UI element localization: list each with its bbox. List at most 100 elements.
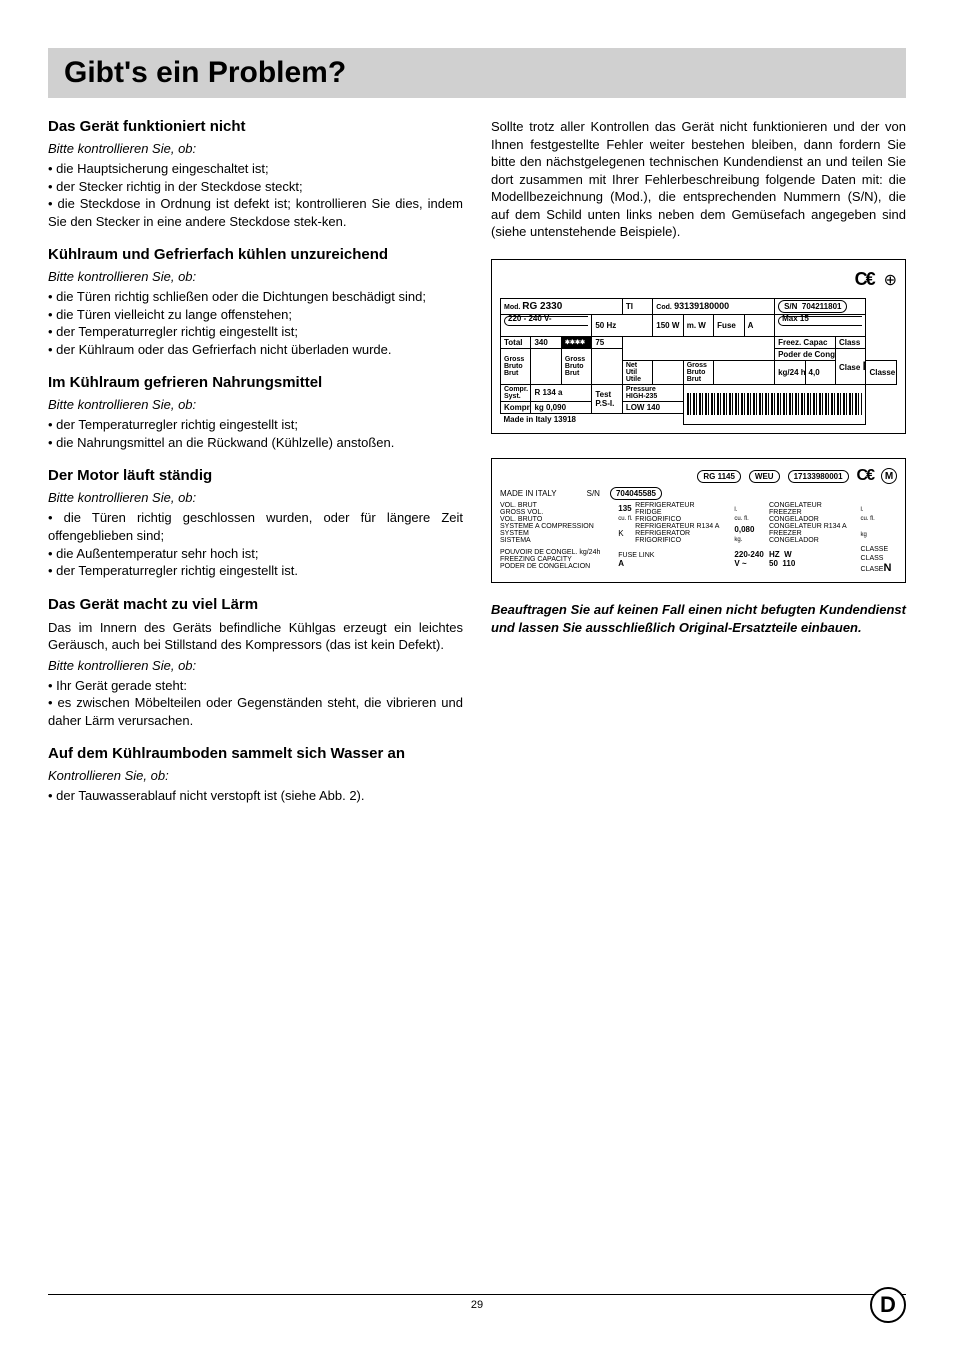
plate2-refnum: 17133980001	[788, 470, 849, 483]
plate2-weu: WEU	[749, 470, 780, 483]
heading-s4: Der Motor läuft ständig	[48, 467, 463, 484]
plate2-l1: l.cu. fl.	[734, 502, 769, 523]
list-item: die Türen vielleicht zu lange offenstehe…	[48, 306, 463, 324]
list-item: der Stecker richtig in der Steckdose ste…	[48, 178, 463, 196]
plate1-a: A	[744, 314, 774, 336]
approval-icon: ⊕	[884, 270, 897, 290]
plate1-clasen: Clase N	[835, 348, 865, 384]
plate2-kg2: kg	[861, 523, 897, 544]
list-item: Ihr Gerät gerade steht:	[48, 677, 463, 695]
plate2-volbrut: VOL. BRUT GROSS VOL. VOL. BRUTO	[500, 502, 618, 523]
plate1-total-val: 340	[531, 336, 561, 348]
check-s6: Kontrollieren Sie, ob:	[48, 768, 463, 783]
plate2-fuselink: FUSE LINKA	[618, 544, 734, 574]
plate1-empty2	[592, 348, 622, 384]
barcode-icon	[687, 393, 863, 415]
plate1-75: 75	[592, 336, 622, 348]
nameplate-2: RG 1145 WEU 17133980001 C€ M MADE IN ITA…	[491, 458, 906, 583]
plate2-l2: l.cu. fl.	[861, 502, 897, 523]
warning-text: Beauftragen Sie auf keinen Fall einen ni…	[491, 601, 906, 636]
plate1-class: Class	[835, 336, 865, 348]
list-item: die Hauptsicherung eingeschaltet ist;	[48, 160, 463, 178]
plate2-classe: CLASSE CLASS CLASEN	[861, 544, 897, 574]
intro-s5: Das im Innern des Geräts befindliche Küh…	[48, 619, 463, 654]
plate1-kg24v: 4,0	[805, 360, 835, 384]
list-item: der Temperaturregler richtig eingestellt…	[48, 416, 463, 434]
plate2-header: RG 1145 WEU 17133980001 C€ M	[500, 467, 897, 485]
plate1-fuse: Fuse	[714, 314, 744, 336]
plate1-kg0090: kg 0,090	[531, 401, 592, 413]
plate2-sn: 704045585	[610, 487, 662, 500]
plate1-poder: Poder de Cong	[775, 348, 836, 360]
plate1-logo-row: C€ ⊕	[500, 268, 897, 292]
plate1-w: 150 W	[653, 314, 683, 336]
plate1-max: Max 15	[775, 314, 866, 336]
plate1-classe: Classe	[866, 360, 897, 384]
page-title-bar: Gibt's ein Problem?	[48, 48, 906, 98]
plate1-test: TestP.S-I.	[592, 384, 622, 413]
check-s4: Bitte kontrollieren Sie, ob:	[48, 490, 463, 505]
plate2-pouvoir: POUVOIR DE CONGEL. kg/24h FREEZING CAPAC…	[500, 544, 618, 574]
plate2-refr134: REFRIGERATEUR R134 A REFRIGERATOR FRIGOR…	[635, 523, 734, 544]
plate1-volts: 220 - 240 V-	[501, 314, 592, 336]
plate2-syscomp: SYSTEME A COMPRESSION SYSTEM SISTEMA	[500, 523, 618, 544]
plate1-empty3	[653, 360, 683, 384]
list-item: es zwischen Möbelteilen oder Gegenstände…	[48, 694, 463, 729]
plate1-sn: S/N 704211801	[775, 298, 866, 314]
plate1-low140: LOW 140	[622, 401, 683, 413]
check-s3: Bitte kontrollieren Sie, ob:	[48, 397, 463, 412]
bullets-s2: die Türen richtig schließen oder die Dic…	[48, 288, 463, 358]
plate2-refrig: REFRIGERATEUR FRIDGE FRIGORIFICO	[635, 502, 734, 523]
heading-s5: Das Gerät macht zu viel Lärm	[48, 596, 463, 613]
check-s1: Bitte kontrollieren Sie, ob:	[48, 141, 463, 156]
plate1-freez: Freez. Capac	[775, 336, 836, 348]
plate2-v: 220-240V ~	[734, 544, 769, 574]
plate1-total-label: Total	[501, 336, 531, 348]
check-s2: Bitte kontrollieren Sie, ob:	[48, 269, 463, 284]
plate2-k: K	[618, 523, 635, 544]
plate1-empty1	[531, 348, 561, 384]
list-item: der Temperaturregler richtig eingestellt…	[48, 323, 463, 341]
plate2-madein: MADE IN ITALY	[500, 489, 557, 498]
list-item: die Türen richtig geschlossen wurden, od…	[48, 509, 463, 544]
plate1-mod: Mod. RG 2330	[501, 298, 623, 314]
list-item: die Steckdose in Ordnung ist defekt ist;…	[48, 195, 463, 230]
plate1-hz: 50 Hz	[592, 314, 653, 336]
plate1-barcode	[683, 384, 866, 425]
plate1-gbb2: Gross Bruto Brut	[561, 348, 591, 384]
page-number: 29	[48, 1294, 906, 1311]
heading-s6: Auf dem Kühlraumboden sammelt sich Wasse…	[48, 745, 463, 762]
plate1-empty4	[714, 360, 775, 384]
plate1-comprsyst: Compr. Syst.	[501, 384, 531, 401]
right-column: Sollte trotz aller Kontrollen das Gerät …	[491, 118, 906, 805]
nameplate-1: C€ ⊕ Mod. RG 2330 TI Cod. 93139180000 S/…	[491, 259, 906, 435]
approval-icon: M	[881, 468, 897, 484]
content-columns: Das Gerät funktioniert nicht Bitte kontr…	[48, 118, 906, 805]
plate1-gbb1: Gross Bruto Brut	[501, 348, 531, 384]
list-item: der Kühlraum oder das Gefrierfach nicht …	[48, 341, 463, 359]
plate1-r134a: R 134 a	[531, 384, 592, 401]
plate1-ti: TI	[622, 298, 652, 314]
plate1-mw: m. W	[683, 314, 713, 336]
plate1-nuu: Net Util Utile	[622, 360, 652, 384]
plate2-rg: RG 1145	[697, 470, 741, 483]
plate1-pressure: Pressure HIGH-235	[622, 384, 683, 401]
heading-s3: Im Kühlraum gefrieren Nahrungsmittel	[48, 374, 463, 391]
bullets-s1: die Hauptsicherung eingeschaltet ist; de…	[48, 160, 463, 230]
bullets-s5: Ihr Gerät gerade steht: es zwischen Möbe…	[48, 677, 463, 730]
right-intro: Sollte trotz aller Kontrollen das Gerät …	[491, 118, 906, 241]
plate2-table: VOL. BRUT GROSS VOL. VOL. BRUTO 135cu. f…	[500, 502, 897, 574]
ce-icon: C€	[857, 467, 873, 485]
plate2-sn-label: S/N	[587, 489, 600, 498]
plate1-kg24: kg/24 h	[775, 360, 805, 384]
left-column: Das Gerät funktioniert nicht Bitte kontr…	[48, 118, 463, 805]
list-item: die Nahrungsmittel an die Rückwand (Kühl…	[48, 434, 463, 452]
bullets-s4: die Türen richtig geschlossen wurden, od…	[48, 509, 463, 579]
plate1-kompr: Kompr.	[501, 401, 531, 413]
language-badge: D	[870, 1287, 906, 1323]
plate2-congel: CONGELATEUR FREEZER CONGELADOR	[769, 502, 861, 523]
page-title: Gibt's ein Problem?	[64, 56, 890, 90]
heading-s2: Kühlraum und Gefrierfach kühlen unzureic…	[48, 246, 463, 263]
list-item: der Tauwasserablauf nicht verstopft ist …	[48, 787, 463, 805]
plate2-0080: 0,080kg.	[734, 523, 769, 544]
